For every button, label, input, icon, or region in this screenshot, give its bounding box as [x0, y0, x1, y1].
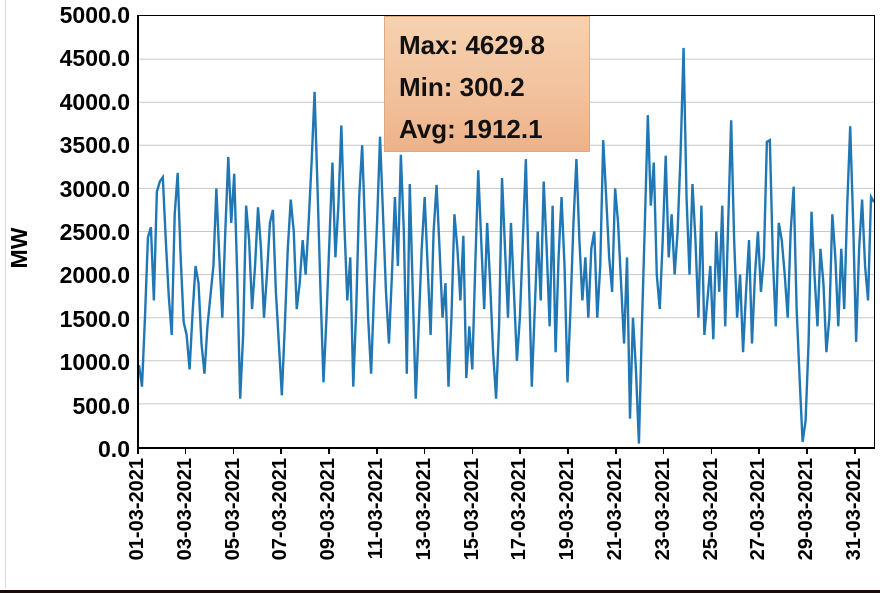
- y-tick-label: 500.0: [72, 392, 130, 419]
- x-tick-mark: [806, 449, 808, 454]
- x-tick-label: 17-03-2021: [508, 458, 531, 561]
- stats-min: Min: 300.2: [399, 72, 525, 102]
- x-tick-label: 15-03-2021: [460, 458, 483, 561]
- y-tick-label: 1000.0: [59, 349, 130, 376]
- y-tick-label: 5000.0: [59, 2, 130, 28]
- x-tick-label: 05-03-2021: [221, 458, 244, 561]
- y-tick-label: 3000.0: [59, 175, 130, 202]
- plot-area: [137, 15, 875, 449]
- mw-line-series: [139, 47, 874, 444]
- x-tick-label: 01-03-2021: [126, 458, 148, 561]
- x-tick-mark: [854, 449, 856, 454]
- stats-avg: Avg: 1912.1: [399, 114, 543, 144]
- window-edge-line: [5, 0, 6, 588]
- y-tick-label: 1500.0: [59, 305, 130, 332]
- screenshot-bottom-edge: [0, 590, 880, 593]
- x-tick-mark: [423, 449, 426, 454]
- x-tick-mark: [232, 449, 235, 454]
- x-tick-mark: [615, 449, 617, 454]
- stats-annotation-box: Max: 4629.8 Min: 300.2 Avg: 1912.1: [384, 16, 590, 152]
- x-tick-mark: [758, 449, 760, 454]
- x-tick-label: 03-03-2021: [173, 458, 196, 561]
- x-tick-label: 21-03-2021: [604, 458, 627, 561]
- x-tick-label: 29-03-2021: [795, 458, 818, 561]
- x-tick-label: 07-03-2021: [269, 458, 292, 561]
- y-tick-label: 4500.0: [59, 45, 130, 72]
- x-tick-mark: [328, 449, 330, 454]
- x-tick-label: 27-03-2021: [747, 458, 770, 561]
- x-tick-mark: [376, 449, 378, 454]
- x-tick-mark: [280, 449, 282, 454]
- x-tick-label: 23-03-2021: [651, 458, 674, 561]
- x-tick-mark: [184, 449, 187, 454]
- x-tick-label: 13-03-2021: [412, 458, 435, 561]
- y-tick-label: 2000.0: [59, 262, 130, 289]
- x-tick-mark: [519, 449, 521, 454]
- x-tick-mark: [710, 449, 713, 454]
- y-tick-label: 0.0: [98, 436, 130, 462]
- y-tick-label: 3500.0: [59, 132, 130, 159]
- x-tick-label: 31-03-2021: [843, 458, 866, 561]
- x-tick-mark: [137, 449, 139, 454]
- x-tick-label: 25-03-2021: [699, 458, 722, 561]
- y-tick-label: 4000.0: [59, 88, 130, 115]
- x-tick-mark: [471, 449, 474, 454]
- x-tick-label: 11-03-2021: [365, 458, 388, 560]
- x-tick-mark: [567, 449, 569, 454]
- y-tick-label: 2500.0: [59, 219, 130, 245]
- x-tick-label: 19-03-2021: [556, 458, 579, 561]
- x-tick-label: 09-03-2021: [317, 458, 340, 561]
- x-tick-mark: [662, 449, 665, 454]
- stats-max: Max: 4629.8: [399, 30, 545, 60]
